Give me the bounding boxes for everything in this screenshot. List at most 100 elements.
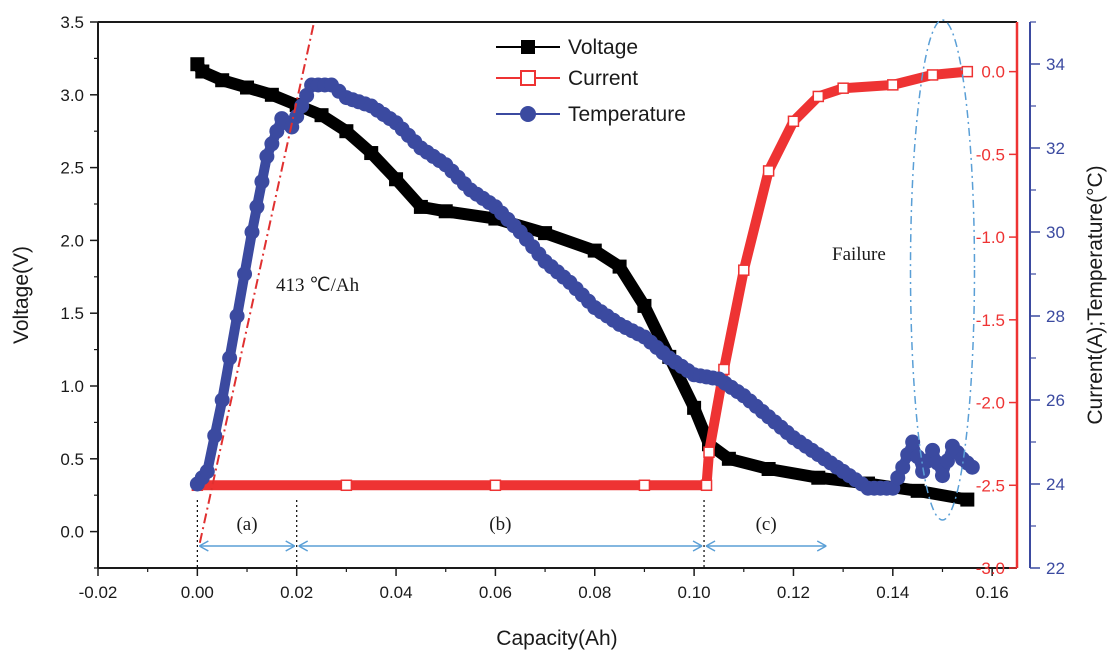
voltage-point <box>637 298 652 313</box>
voltage-tick-label: 3.5 <box>60 13 84 32</box>
voltage-point <box>264 87 279 102</box>
x-tick-label: 0.14 <box>876 583 909 602</box>
voltage-tick-label: 1.5 <box>60 304 84 323</box>
temperature-series <box>189 77 980 496</box>
current-point <box>340 479 353 492</box>
current-point <box>787 115 800 128</box>
current-point <box>738 264 750 276</box>
region-arrowhead-right <box>816 540 827 552</box>
temperature-point <box>934 468 950 484</box>
region-label: (b) <box>489 514 511 535</box>
temperature-tick-label: 24 <box>1046 475 1065 494</box>
voltage-tick-label: 2.0 <box>60 231 84 250</box>
region-arrowhead-right <box>285 540 296 552</box>
temperature-point <box>905 434 921 450</box>
voltage-tick-label: 0.5 <box>60 450 84 469</box>
current-series <box>191 65 974 492</box>
region-label: (c) <box>756 514 777 535</box>
voltage-point <box>413 199 428 214</box>
region-arrowhead-left <box>198 540 209 552</box>
voltage-point <box>761 461 776 476</box>
current-point <box>762 165 775 177</box>
temperature-point <box>199 463 215 479</box>
legend-temperature-marker <box>520 106 536 122</box>
voltage-tick-label: 0.0 <box>60 523 84 542</box>
current-tick-label: -2.5 <box>976 476 1005 495</box>
current-point <box>812 90 825 103</box>
voltage-point <box>195 64 210 79</box>
x-tick-label: 0.12 <box>777 583 810 602</box>
temperature-point <box>222 350 238 366</box>
voltage-point <box>438 204 453 219</box>
temperature-point <box>249 199 265 215</box>
temperature-point <box>925 442 941 458</box>
legend-voltage-marker <box>521 40 535 54</box>
current-tick-label: 0.0 <box>981 63 1005 82</box>
voltage-point <box>910 483 925 498</box>
right-axis-title: Current(A);Temperature(°C) <box>1084 165 1107 424</box>
x-tick-label: 0.04 <box>380 583 413 602</box>
voltage-point <box>314 108 329 123</box>
voltage-point <box>389 172 404 187</box>
voltage-tick-label: 2.5 <box>60 159 84 178</box>
voltage-point <box>612 259 627 274</box>
temperature-point <box>264 136 280 152</box>
voltage-point <box>687 400 702 415</box>
legend-voltage-label: Voltage <box>568 36 638 59</box>
temperature-tick-label: 32 <box>1046 139 1065 158</box>
current-tick-label: -0.5 <box>976 145 1005 164</box>
temperature-tick-label: 30 <box>1046 223 1065 242</box>
current-point <box>703 446 715 458</box>
current-tick-label: -3.0 <box>976 559 1005 578</box>
temperature-point <box>214 392 230 408</box>
current-ticks: 0.0 -0.5 -1.0 -1.5 -2.0 -2.5 -3.0 <box>976 63 1017 578</box>
legend-current-marker <box>520 70 536 86</box>
voltage-point <box>960 492 975 507</box>
temperature-tick-label: 26 <box>1046 391 1065 410</box>
temperature-point <box>259 148 275 164</box>
x-tick-label: 0.08 <box>578 583 611 602</box>
temperature-point <box>237 266 253 282</box>
annotations: 413 ℃/Ah Failure (a) (b) (c) <box>196 19 976 568</box>
legend: Voltage Current Temperature <box>496 36 686 126</box>
x-tick-label: -0.02 <box>79 583 118 602</box>
voltage-point <box>240 80 255 95</box>
voltage-point <box>587 243 602 258</box>
region-arrowhead-left <box>298 540 309 552</box>
temperature-point <box>244 224 260 240</box>
x-axis-title: Capacity(Ah) <box>496 627 617 650</box>
temperature-point <box>254 174 270 190</box>
temperature-point <box>939 453 955 469</box>
x-tick-label: 0.06 <box>479 583 512 602</box>
region-arrowhead-left <box>705 540 716 552</box>
x-tick-label: 0.00 <box>181 583 214 602</box>
current-point <box>926 69 939 81</box>
slope-label: 413 ℃/Ah <box>276 275 360 296</box>
failure-label: Failure <box>832 244 886 265</box>
legend-current-label: Current <box>568 67 638 90</box>
temperature-ticks: 34 32 30 28 26 24 22 <box>1030 21 1065 578</box>
voltage-ticks: 0.0 0.5 1.0 1.5 2.0 2.5 3.0 3.5 <box>60 13 98 569</box>
temperature-tick-label: 28 <box>1046 307 1065 326</box>
temperature-point <box>207 428 223 444</box>
temperature-tick-label: 34 <box>1046 55 1065 74</box>
legend-temperature-label: Temperature <box>568 103 686 126</box>
current-point <box>489 479 502 492</box>
x-tick-label: 0.02 <box>280 583 313 602</box>
current-tick-label: -1.0 <box>976 228 1005 247</box>
voltage-point <box>215 73 230 88</box>
current-point <box>638 479 651 492</box>
region-arrowhead-right <box>692 540 703 552</box>
voltage-point <box>811 470 826 485</box>
temperature-point <box>229 308 245 324</box>
failure-ellipse <box>909 19 976 521</box>
temperature-point <box>964 459 980 475</box>
voltage-point <box>364 146 379 161</box>
region-label: (a) <box>236 514 257 535</box>
x-tick-label: 0.16 <box>976 583 1009 602</box>
voltage-point <box>721 451 736 466</box>
voltage-point <box>339 124 354 139</box>
voltage-tick-label: 1.0 <box>60 377 84 396</box>
current-point <box>837 82 849 94</box>
